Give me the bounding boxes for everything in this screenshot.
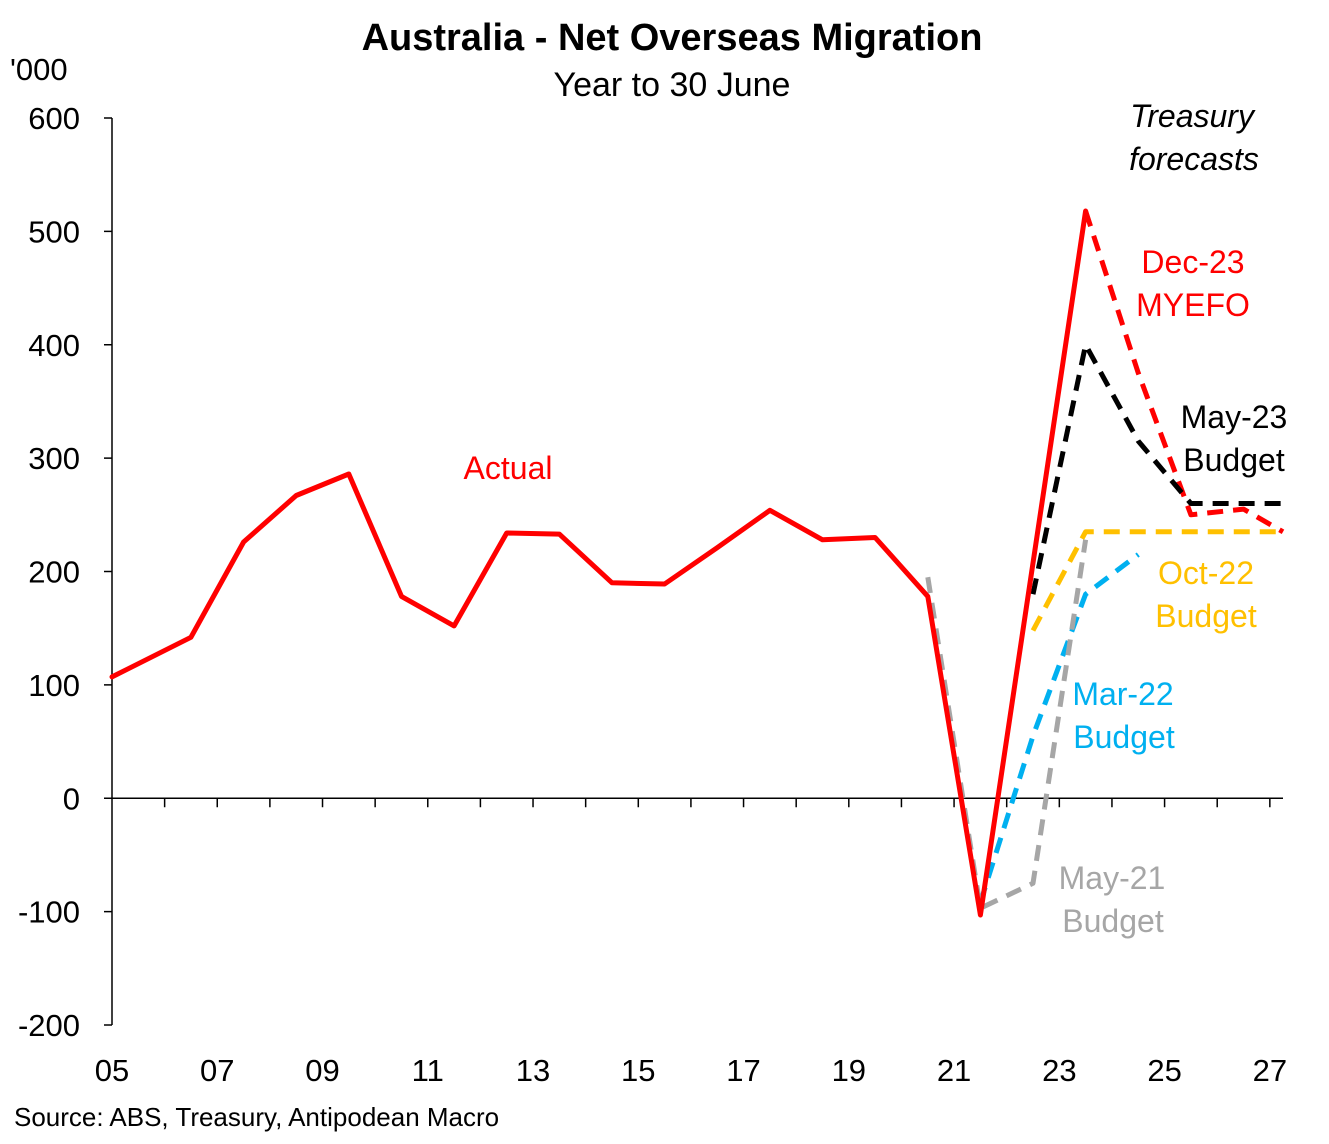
y-tick-label: 500 bbox=[28, 214, 80, 249]
axes-layer: 600 500 400 300 200 100 0 -100 -200 05 07 09 11 13 15 1… bbox=[18, 101, 1287, 1088]
x-tick-label: 05 bbox=[95, 1053, 129, 1088]
source-note: Source: ABS, Treasury, Antipodean Macro bbox=[14, 1102, 499, 1132]
series-line-mar-22-budget bbox=[978, 552, 1140, 904]
y-tick-label: 300 bbox=[28, 441, 80, 476]
y-tick-label: 100 bbox=[28, 668, 80, 703]
chart-subtitle: Year to 30 June bbox=[554, 66, 791, 104]
annotation-layer: Treasury forecasts Actual Dec-23 MYEFO May-23… bbox=[464, 98, 1288, 939]
annotation-label: Actual bbox=[464, 450, 553, 486]
series-line-may-23-budget bbox=[1030, 342, 1283, 595]
x-tick-label: 13 bbox=[516, 1053, 550, 1088]
y-tick-label: -100 bbox=[18, 895, 80, 930]
x-tick-label: 07 bbox=[200, 1053, 234, 1088]
x-tick-label: 19 bbox=[832, 1053, 866, 1088]
x-tick-label: 25 bbox=[1147, 1053, 1181, 1088]
series-layer bbox=[109, 208, 1285, 918]
annotation-label: Budget bbox=[1183, 442, 1285, 478]
annotation-label: MYEFO bbox=[1136, 287, 1250, 323]
annotation-label: Dec-23 bbox=[1141, 244, 1244, 280]
annotation-label: Treasury bbox=[1130, 98, 1256, 134]
annotation-label: Budget bbox=[1062, 903, 1164, 939]
series-line-actual bbox=[109, 208, 1089, 918]
chart-title: Australia - Net Overseas Migration bbox=[362, 17, 983, 59]
x-tick-label: 17 bbox=[726, 1053, 760, 1088]
annotation-label: Budget bbox=[1155, 598, 1257, 634]
x-tick-label: 27 bbox=[1253, 1053, 1287, 1088]
annotation-label: Budget bbox=[1073, 719, 1175, 755]
x-tick-label: 09 bbox=[305, 1053, 339, 1088]
annotation-label: Oct-22 bbox=[1158, 555, 1254, 591]
x-tick-label: 23 bbox=[1042, 1053, 1076, 1088]
x-tick-label: 11 bbox=[412, 1053, 444, 1088]
annotation-label: Mar-22 bbox=[1072, 676, 1173, 712]
y-axis-unit-label: '000 bbox=[10, 52, 68, 87]
y-tick-label: -200 bbox=[18, 1008, 80, 1043]
y-tick-label: 600 bbox=[28, 101, 80, 136]
series-line-oct-22-budget bbox=[1030, 529, 1283, 632]
annotation-label: forecasts bbox=[1129, 141, 1259, 177]
annotation-label: May-21 bbox=[1059, 860, 1166, 896]
x-tick-label: 15 bbox=[621, 1053, 655, 1088]
x-tick-label: 21 bbox=[937, 1053, 971, 1088]
y-tick-label: 200 bbox=[28, 555, 80, 590]
y-tick-label: 400 bbox=[28, 328, 80, 363]
annotation-label: May-23 bbox=[1181, 399, 1288, 435]
series-line-dec-23-myefo bbox=[1083, 210, 1285, 534]
y-tick-label: 0 bbox=[63, 781, 80, 816]
